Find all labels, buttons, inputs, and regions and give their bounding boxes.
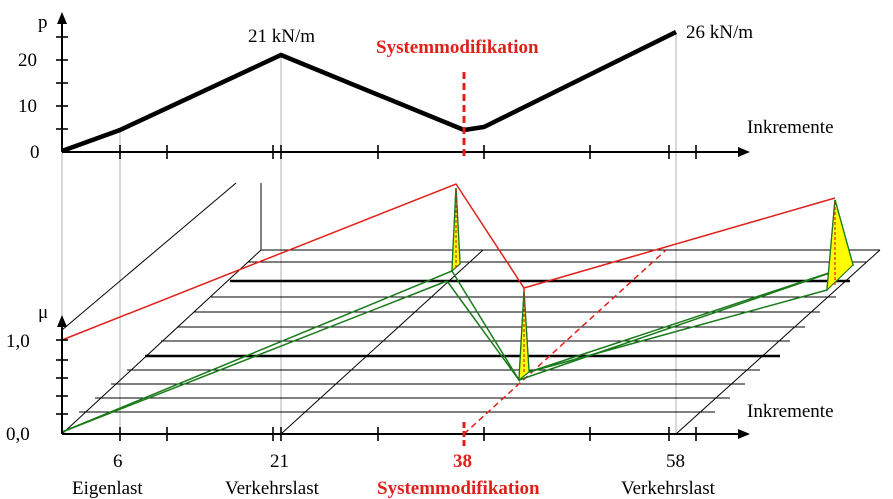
mu-envelope-red (61, 183, 836, 341)
floor-grid (79, 261, 866, 413)
bottom-plot: μ 1,0 0,0 Inkremente 6 21 38 58 Eigenlas… (6, 182, 881, 499)
peak-fill-3 (826, 199, 854, 292)
top-x-axis-arrow (738, 147, 750, 157)
top-y-tick-20: 20 (18, 50, 37, 71)
load-curve (61, 29, 677, 154)
bottom-x-axis-label: Inkremente (747, 401, 834, 422)
x-value-6: 6 (113, 451, 123, 472)
bottom-y-tick-0: 0,0 (6, 424, 30, 445)
top-y-tick-10: 10 (18, 96, 37, 117)
caption-eigenlast: Eigenlast (72, 478, 143, 499)
x-value-38: 38 (453, 451, 472, 472)
bottom-x-axis-arrow (738, 429, 750, 439)
top-y-axis-label: p (38, 12, 48, 33)
modification-label-top: Systemmodifikation (376, 37, 539, 58)
bottom-y-axis-arrow (57, 315, 67, 327)
top-x-axis-label: Inkremente (747, 117, 834, 138)
top-y-axis-arrow (57, 12, 67, 24)
top-y-tick-0: 0 (30, 142, 40, 163)
caption-systemmodifikation: Systemmodifikation (377, 478, 540, 499)
x-value-21: 21 (270, 451, 289, 472)
x-value-58: 58 (666, 451, 685, 472)
bottom-y-axis-label: μ (38, 302, 48, 323)
peak-label-26: 26 kN/m (686, 22, 753, 43)
bottom-y-tick-1: 1,0 (6, 331, 30, 352)
caption-verkehrslast-1: Verkehrslast (225, 478, 320, 499)
caption-verkehrslast-2: Verkehrslast (621, 478, 716, 499)
peak-label-21: 21 kN/m (248, 26, 315, 47)
top-plot: p 20 10 0 Inkremente 21 kN/m 26 kN/m Sys… (18, 12, 834, 163)
